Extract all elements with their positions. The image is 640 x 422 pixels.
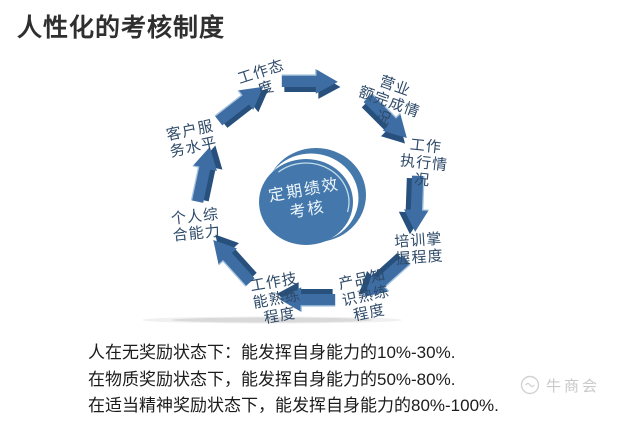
cycle-diagram xyxy=(142,68,431,324)
center-circle-highlight xyxy=(278,162,350,213)
notes-block: 人在无奖励状态下：能发挥自身能力的10%-30%. 在物质奖励状态下，能发挥自身… xyxy=(88,340,499,420)
node-label-product-knowledge: 产品知 识熟练 程度 xyxy=(337,266,392,325)
diagram-shadow-core xyxy=(172,317,372,323)
node-label-work-execution: 工作 执行情 况 xyxy=(399,136,449,190)
watermark-label: 牛商会 xyxy=(546,377,601,395)
watermark: 牛商会 xyxy=(519,374,600,396)
node-label-work-skill: 工作技 能熟练 程度 xyxy=(248,270,302,327)
node-label-personal-ability: 个人综 合能力 xyxy=(170,205,222,245)
node-label-training-mastery: 培训掌 握程度 xyxy=(393,230,445,268)
note-line-spirit-reward: 在适当精神奖励状态下，能发挥自身能力的80%-100%. xyxy=(88,396,499,415)
page-title: 人性化的考核制度 xyxy=(17,14,226,42)
niushanghui-logo-icon xyxy=(520,375,540,395)
note-line-material-reward: 在物质奖励状态下，能发挥自身能力的50%-80%. xyxy=(88,369,456,389)
center-circle xyxy=(259,159,353,245)
cycle-arrow-top xyxy=(281,68,342,100)
note-line-no-reward: 人在无奖励状态下：能发挥自身能力的10%-30%. xyxy=(88,343,456,362)
